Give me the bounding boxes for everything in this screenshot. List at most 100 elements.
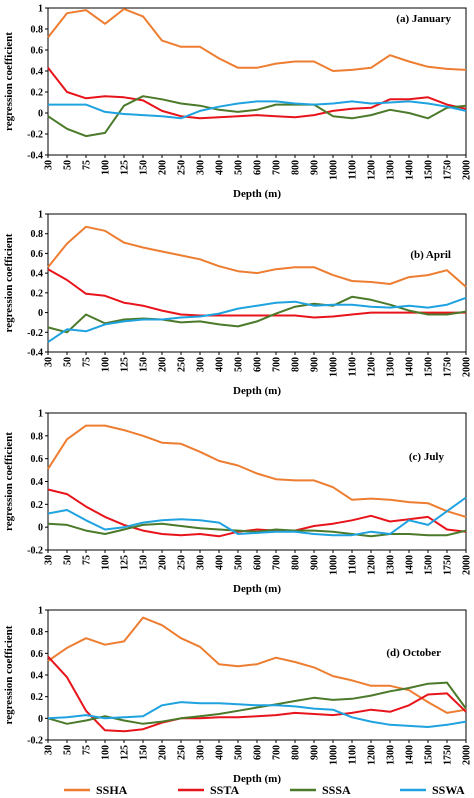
series-line-ssta [47,655,467,733]
x-tick-label: 800 [291,745,302,760]
x-tick-label: 800 [291,357,302,372]
x-tick-label: 800 [291,555,302,570]
series-line-ssha [47,616,467,714]
x-tick-label: 200 [158,745,169,760]
x-tick-label: 50 [63,745,74,755]
x-tick-label: 75 [82,160,93,170]
y-tick-label: 0 [38,523,43,534]
y-tick-label: 0.8 [31,627,44,638]
x-tick-label: 1500 [424,357,435,377]
x-tick-label: 125 [120,160,131,175]
x-tick-label: 400 [215,357,226,372]
x-tick-label: 500 [234,745,245,760]
x-tick-label: 1100 [348,357,359,376]
y-tick-label: 0 [38,714,43,725]
x-tick-label: 1400 [405,160,416,180]
series-line-sswa [47,701,467,728]
x-tick-label: 75 [82,555,93,565]
x-tick-label: 200 [158,160,169,175]
y-tick-label: 0.4 [31,269,44,280]
x-tick-label: 2000 [462,745,473,765]
y-tick-label: 0.6 [31,649,44,660]
x-tick-label: 1500 [424,160,435,180]
x-tick-label: 100 [101,357,112,372]
x-tick-label: 700 [272,555,283,570]
x-tick-label: 800 [291,160,302,175]
legend-label-ssha: SSHA [96,783,128,797]
x-tick-label: 500 [234,160,245,175]
x-tick-label: 1200 [367,160,378,180]
x-tick-label: 300 [196,160,207,175]
x-tick-label: 200 [158,555,169,570]
y-tick-label: 1 [38,4,43,15]
y-tick-label: 0.8 [31,25,44,36]
panel-label: (c) July [409,451,445,463]
y-tick-label: -0.2 [27,546,43,557]
x-tick-label: 300 [196,745,207,760]
series-line-sswa [47,296,467,343]
y-tick-label: 0.6 [31,249,44,260]
y-axis-title: regression coefficient [3,233,15,332]
x-tick-label: 250 [177,357,188,372]
series-line-ssta [47,488,467,538]
x-tick-label: 1100 [348,555,359,574]
y-tick-label: 0 [38,308,43,319]
x-tick-label: 1000 [329,357,340,377]
series-line-ssta [47,268,466,319]
y-tick-label: 0.2 [31,288,44,299]
x-tick-label: 2000 [462,555,473,575]
x-axis-title: Depth (m) [233,188,281,200]
y-tick-label: 1 [38,210,43,221]
x-tick-label: 1750 [443,357,454,377]
x-axis-title: Depth (m) [233,583,281,595]
x-tick-label: 250 [177,745,188,760]
x-tick-label: 300 [196,357,207,372]
x-tick-label: 1300 [386,555,397,575]
x-tick-label: 125 [120,555,131,570]
y-tick-label: -0.4 [27,348,43,359]
panel-label: (a) January [396,13,451,25]
y-tick-label: -0.4 [27,151,43,162]
x-tick-label: 400 [215,745,226,760]
series-line-sssa [47,681,467,725]
x-axis-title: Depth (m) [233,773,281,785]
x-tick-label: 500 [234,357,245,372]
y-tick-label: -0.2 [27,328,43,339]
legend-label-sssa: SSSA [322,783,351,797]
x-tick-label: 300 [196,555,207,570]
x-tick-label: 1750 [443,745,454,765]
y-tick-label: -0.2 [27,130,43,141]
y-tick-label: 0.8 [31,431,44,442]
x-tick-label: 1200 [367,745,378,765]
x-tick-label: 1750 [443,555,454,575]
plot-frame-0 [47,7,467,156]
x-tick-label: 700 [272,357,283,372]
y-tick-label: -0.2 [27,736,43,747]
x-tick-label: 1000 [329,160,340,180]
x-tick-label: 150 [139,357,150,372]
legend-label-sswa: SSWA [432,783,465,797]
x-tick-label: 700 [272,160,283,175]
x-tick-label: 600 [253,357,264,372]
x-tick-label: 50 [63,357,74,367]
series-line-ssta [47,67,467,120]
series-line-ssha [47,8,467,72]
x-tick-label: 250 [177,160,188,175]
x-tick-label: 900 [310,745,321,760]
x-tick-label: 900 [310,555,321,570]
x-tick-label: 1100 [348,160,359,179]
series-line-sswa [48,100,467,120]
x-tick-label: 150 [139,745,150,760]
x-tick-label: 900 [310,357,321,372]
x-tick-label: 100 [101,745,112,760]
x-tick-label: 900 [310,160,321,175]
x-tick-label: 2000 [462,357,473,377]
x-tick-label: 50 [63,160,74,170]
series-line-ssha [47,225,467,288]
x-tick-label: 600 [253,555,264,570]
x-tick-label: 600 [253,160,264,175]
panel-label: (b) April [410,249,451,261]
x-tick-label: 150 [139,160,150,175]
x-tick-label: 1100 [348,745,359,764]
